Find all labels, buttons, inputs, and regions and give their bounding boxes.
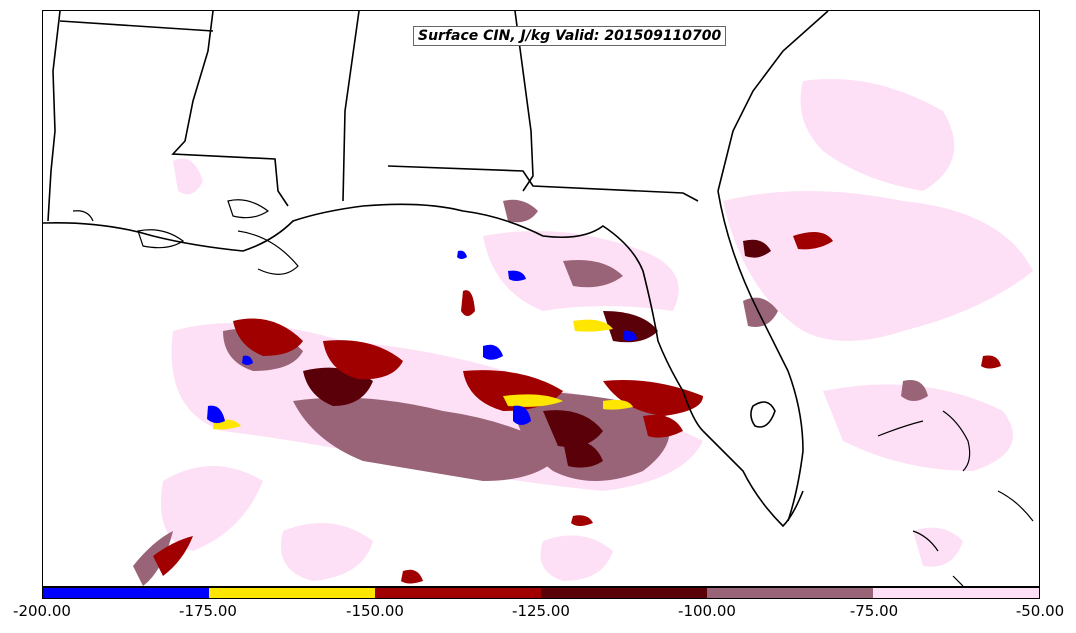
colorbar-labels: -200.00 -175.00 -150.00 -125.00 -100.00 …: [0, 602, 1076, 626]
cin-map: [43, 11, 1034, 586]
colorbar-segment-yellow: [209, 588, 375, 598]
colorbar-segment-mauve: [707, 588, 873, 598]
boundaries: [43, 11, 1034, 586]
map-title: Surface CIN, J/kg Valid: 201509110700: [413, 26, 727, 46]
map-panel: Surface CIN, J/kg Valid: 201509110700: [42, 10, 1040, 587]
colorbar: [42, 587, 1040, 599]
colorbar-label: -175.00: [179, 602, 237, 620]
colorbar-label: -50.00: [1015, 602, 1065, 620]
cin-field-blue: [207, 250, 637, 425]
colorbar-segment-light-pink: [873, 588, 1039, 598]
colorbar-segment-dark-maroon: [541, 588, 707, 598]
colorbar-label: -125.00: [512, 602, 570, 620]
colorbar-segment-red: [375, 588, 541, 598]
colorbar-label: -100.00: [678, 602, 736, 620]
colorbar-label: -150.00: [346, 602, 404, 620]
colorbar-segment-blue: [43, 588, 209, 598]
colorbar-label: -200.00: [13, 602, 71, 620]
colorbar-label: -75.00: [849, 602, 899, 620]
